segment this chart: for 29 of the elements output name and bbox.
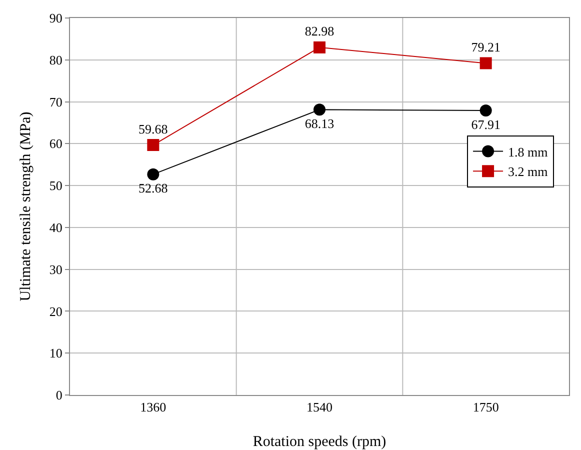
data-label: 67.91 — [471, 116, 500, 132]
y-tick-label: 20 — [49, 304, 62, 319]
data-label: 52.68 — [138, 180, 168, 196]
y-tick-label: 70 — [49, 94, 62, 110]
y-tick-label: 80 — [49, 52, 62, 68]
y-tick-label: 30 — [49, 262, 62, 277]
y-tick-label: 0 — [56, 388, 62, 403]
x-tick-label: 1360 — [140, 400, 166, 415]
data-label: 59.68 — [138, 121, 168, 136]
point — [480, 57, 492, 70]
point — [147, 139, 160, 152]
y-tick-label: 40 — [49, 220, 62, 235]
point — [314, 104, 326, 116]
legend-label: 3.2 mm — [508, 164, 548, 180]
y-tick-label: 60 — [49, 136, 62, 152]
data-label: 79.21 — [471, 39, 500, 54]
data-label: 68.13 — [304, 116, 334, 131]
legend-label: 1.8 mm — [508, 144, 548, 160]
y-tick-label: 90 — [49, 10, 62, 26]
y-tick-label: 10 — [49, 346, 62, 361]
x-axis-title: Rotation speeds (rpm) — [252, 434, 386, 450]
data-label: 82.98 — [304, 24, 334, 39]
y-tick-label: 50 — [49, 178, 62, 194]
point — [314, 41, 326, 54]
x-tick-label: 1750 — [472, 400, 499, 415]
point — [480, 104, 492, 117]
x-tick-label: 1540 — [306, 400, 332, 415]
point — [147, 168, 160, 180]
y-axis-title: Ultimate tensile strength (MPa) — [18, 112, 34, 302]
